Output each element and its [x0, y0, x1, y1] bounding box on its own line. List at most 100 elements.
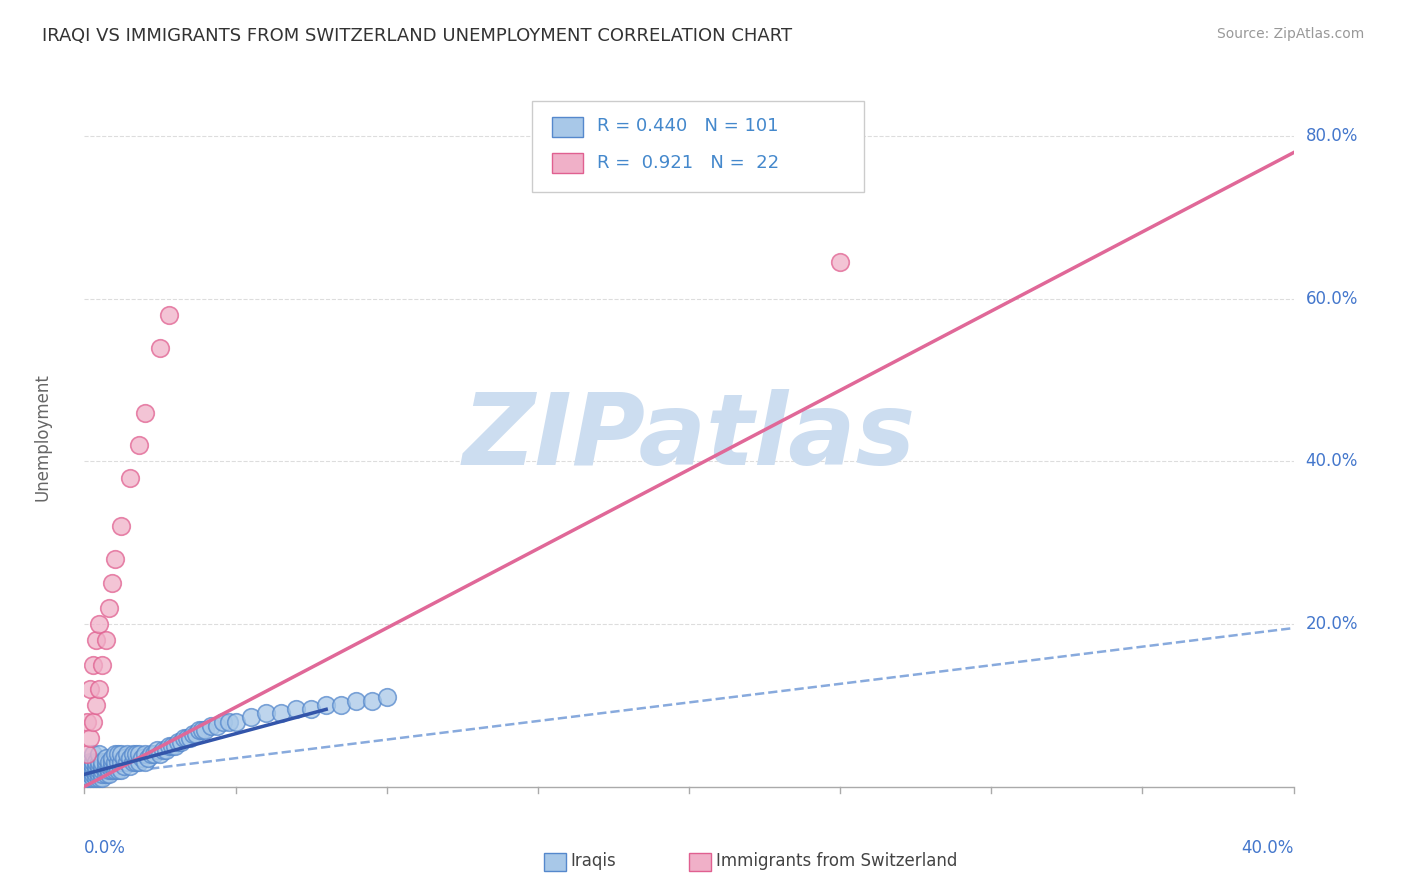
Point	[110, 519, 132, 533]
Point	[94, 755, 117, 769]
Point	[94, 767, 117, 781]
Point	[97, 764, 120, 778]
Bar	[689, 853, 710, 871]
Point	[254, 706, 277, 721]
Point	[104, 764, 127, 778]
Point	[179, 731, 201, 745]
Text: ZIPatlas: ZIPatlas	[463, 389, 915, 485]
Point	[82, 772, 104, 786]
Point	[79, 681, 101, 696]
Point	[86, 767, 108, 781]
Point	[181, 727, 204, 741]
Point	[89, 617, 111, 632]
Point	[375, 690, 398, 705]
Point	[139, 747, 162, 761]
Point	[79, 731, 101, 745]
Point	[165, 739, 187, 753]
Point	[142, 747, 165, 761]
Text: Source: ZipAtlas.com: Source: ZipAtlas.com	[1216, 27, 1364, 41]
Point	[82, 755, 104, 769]
Point	[188, 723, 211, 737]
Point	[91, 657, 114, 672]
Point	[91, 767, 114, 781]
Bar	[544, 853, 565, 871]
Point	[86, 764, 108, 778]
Point	[89, 755, 111, 769]
Point	[112, 759, 135, 773]
Point	[107, 747, 129, 761]
Point	[86, 633, 108, 648]
FancyBboxPatch shape	[531, 101, 865, 192]
Point	[79, 764, 101, 778]
Point	[104, 755, 127, 769]
Point	[76, 764, 98, 778]
Point	[86, 772, 108, 786]
Text: Iraqis: Iraqis	[571, 853, 616, 871]
Point	[110, 755, 132, 769]
Point	[100, 576, 122, 591]
Point	[82, 747, 104, 761]
Point	[299, 702, 322, 716]
Point	[104, 552, 127, 566]
Point	[146, 743, 169, 757]
Point	[91, 764, 114, 778]
Bar	[553, 153, 582, 173]
Point	[200, 718, 222, 732]
Point	[89, 681, 111, 696]
Point	[97, 759, 120, 773]
Point	[194, 723, 217, 737]
Point	[110, 764, 132, 778]
Point	[79, 755, 101, 769]
Point	[82, 764, 104, 778]
Point	[115, 755, 138, 769]
Point	[82, 657, 104, 672]
Point	[118, 471, 141, 485]
Point	[79, 772, 101, 786]
Point	[134, 406, 156, 420]
Point	[131, 751, 153, 765]
Point	[160, 739, 183, 753]
Point	[157, 739, 180, 753]
Point	[239, 710, 262, 724]
Point	[121, 755, 143, 769]
Text: 0.0%: 0.0%	[84, 839, 127, 857]
Point	[91, 755, 114, 769]
Point	[330, 698, 353, 713]
Point	[134, 747, 156, 761]
Point	[173, 731, 195, 745]
Text: 80.0%: 80.0%	[1306, 128, 1358, 145]
Bar	[553, 117, 582, 136]
Point	[82, 767, 104, 781]
Point	[94, 764, 117, 778]
Text: 40.0%: 40.0%	[1241, 839, 1294, 857]
Point	[94, 633, 117, 648]
Point	[89, 759, 111, 773]
Point	[285, 702, 308, 716]
Point	[121, 747, 143, 761]
Point	[346, 694, 368, 708]
Point	[104, 759, 127, 773]
Point	[82, 759, 104, 773]
Point	[125, 755, 148, 769]
Point	[97, 767, 120, 781]
Point	[128, 438, 150, 452]
Point	[94, 751, 117, 765]
Point	[86, 759, 108, 773]
Point	[100, 755, 122, 769]
Text: 60.0%: 60.0%	[1306, 290, 1358, 308]
Point	[100, 764, 122, 778]
Point	[79, 767, 101, 781]
Point	[100, 751, 122, 765]
Point	[191, 723, 214, 737]
Point	[207, 718, 229, 732]
Text: Unemployment: Unemployment	[32, 373, 51, 501]
Point	[315, 698, 337, 713]
Point	[115, 747, 138, 761]
Point	[89, 747, 111, 761]
Point	[118, 751, 141, 765]
Point	[91, 772, 114, 786]
Point	[107, 755, 129, 769]
Point	[270, 706, 292, 721]
Point	[212, 714, 235, 729]
Point	[360, 694, 382, 708]
